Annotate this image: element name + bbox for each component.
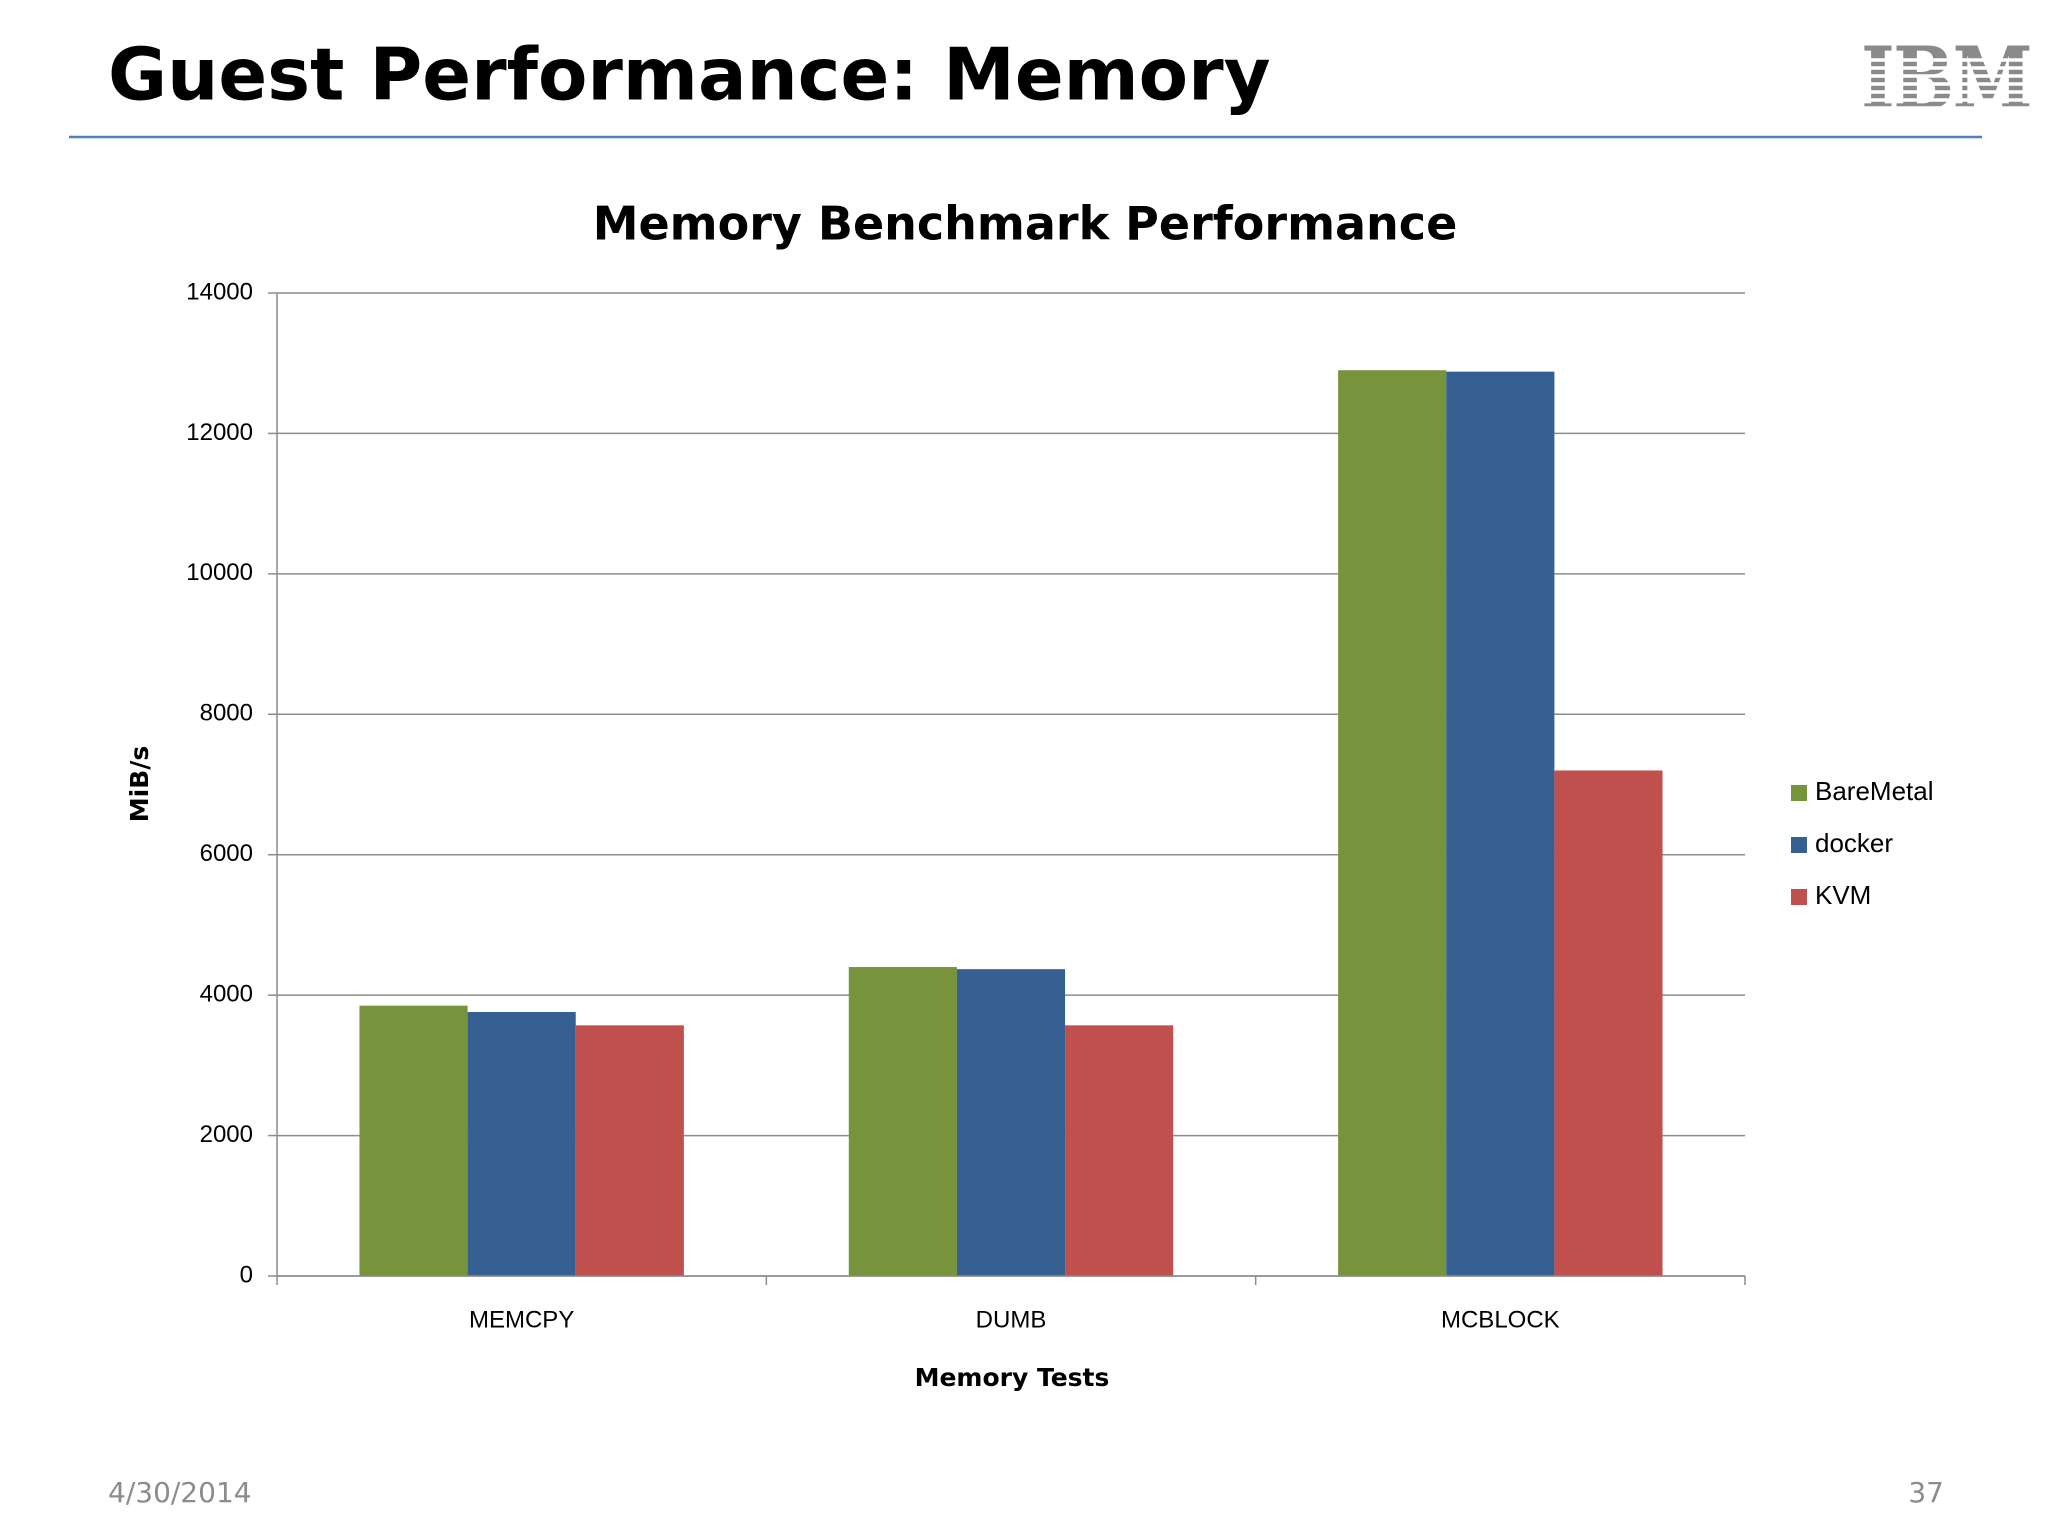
legend-label: docker [1815, 828, 1893, 858]
bar [575, 1025, 684, 1276]
y-axis-title: MiB/s [125, 746, 154, 823]
bar [1554, 770, 1663, 1276]
x-tick-label: MCBLOCK [1441, 1306, 1560, 1333]
bar [848, 967, 957, 1276]
y-tick-label: 10000 [186, 559, 253, 586]
bar [1065, 1025, 1174, 1276]
y-tick-label: 14000 [186, 278, 253, 305]
y-tick-label: 8000 [200, 700, 253, 727]
y-tick-label: 2000 [200, 1121, 253, 1148]
y-tick-label: 4000 [200, 980, 253, 1007]
legend-label: BareMetal [1815, 776, 1934, 806]
slide-title: Guest Performance: Memory [108, 33, 1271, 117]
bar [1338, 370, 1447, 1276]
page-number: 37 [1908, 1476, 1944, 1509]
legend-swatch [1791, 837, 1807, 853]
legend-swatch [1791, 785, 1807, 801]
x-tick-label: MEMCPY [469, 1306, 574, 1333]
legend-label: KVM [1815, 880, 1871, 910]
logo: IBM [1855, 29, 2040, 130]
footer-date: 4/30/2014 [108, 1476, 252, 1509]
bar [359, 1005, 468, 1276]
bar [956, 969, 1066, 1276]
x-tick-label: DUMB [976, 1306, 1047, 1333]
bar [467, 1011, 576, 1276]
y-tick-label: 12000 [186, 419, 253, 446]
chart-title: Memory Benchmark Performance [593, 197, 1458, 251]
y-tick-label: 0 [240, 1261, 253, 1288]
logo-text: IBM [1861, 29, 2031, 130]
x-axis-title: Memory Tests [915, 1363, 1110, 1392]
legend-swatch [1791, 889, 1807, 905]
bar [1446, 371, 1555, 1276]
logo-stripes [1855, 58, 2040, 110]
y-tick-label: 6000 [200, 840, 253, 867]
